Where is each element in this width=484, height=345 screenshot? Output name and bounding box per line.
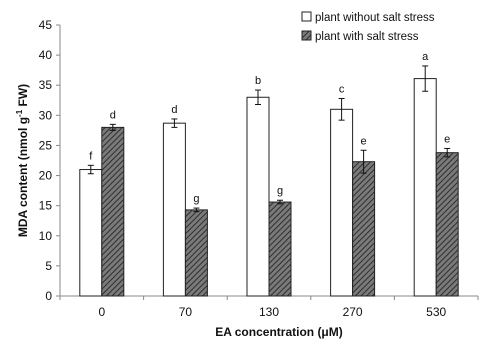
legend-swatch [301, 11, 312, 22]
y-tick-label: 20 [39, 169, 53, 183]
bar-without-salt [413, 78, 437, 297]
y-tick-label: 25 [39, 138, 53, 152]
bar-without-salt [330, 108, 354, 297]
bar-without-salt [162, 122, 186, 297]
significance-letter: e [444, 133, 450, 145]
significance-letter: a [422, 51, 429, 63]
bar-with-salt [101, 126, 125, 297]
legend-swatch [301, 30, 312, 41]
bar-with-salt [184, 209, 208, 297]
x-axis-title: EA concentration (μM) [215, 325, 343, 339]
bar-without-salt [79, 169, 103, 297]
bar-with-salt [268, 201, 292, 297]
x-tick-label: 70 [179, 305, 193, 319]
x-tick-label: 130 [259, 305, 279, 319]
y-tick-label: 40 [39, 48, 53, 62]
y-tick-label: 5 [45, 259, 52, 273]
significance-letter: g [277, 185, 283, 197]
y-tick-label: 35 [39, 78, 53, 92]
legend-label: plant with salt stress [315, 31, 419, 43]
bar-with-salt [352, 161, 376, 297]
significance-letter: f [89, 150, 93, 162]
y-tick-label: 45 [39, 18, 53, 32]
bars: f d d g b g c e a e [79, 51, 459, 297]
y-tick-label: 0 [45, 289, 52, 303]
significance-letter: b [255, 75, 261, 87]
bar-without-salt [246, 96, 270, 297]
significance-letter: e [361, 135, 367, 147]
significance-letter: d [110, 109, 116, 121]
x-tick-label: 270 [343, 305, 363, 319]
y-axis-title: MDA content (nmol g-1 FW) [15, 84, 30, 237]
x-tick-label: 0 [98, 305, 105, 319]
axes: 0 5 10 15 20 25 30 35 40 45 [39, 18, 479, 303]
y-tick-label: 30 [39, 108, 53, 122]
significance-letter: c [339, 83, 345, 95]
x-tick-label: 530 [426, 305, 446, 319]
y-tick-label: 15 [39, 199, 53, 213]
y-tick-label: 10 [39, 229, 53, 243]
significance-letter: g [193, 193, 199, 205]
legend-label: plant without salt stress [315, 12, 435, 24]
bar-with-salt [435, 152, 459, 297]
significance-letter: d [171, 104, 177, 116]
legend: plant without salt stress plant with salt… [301, 11, 435, 43]
